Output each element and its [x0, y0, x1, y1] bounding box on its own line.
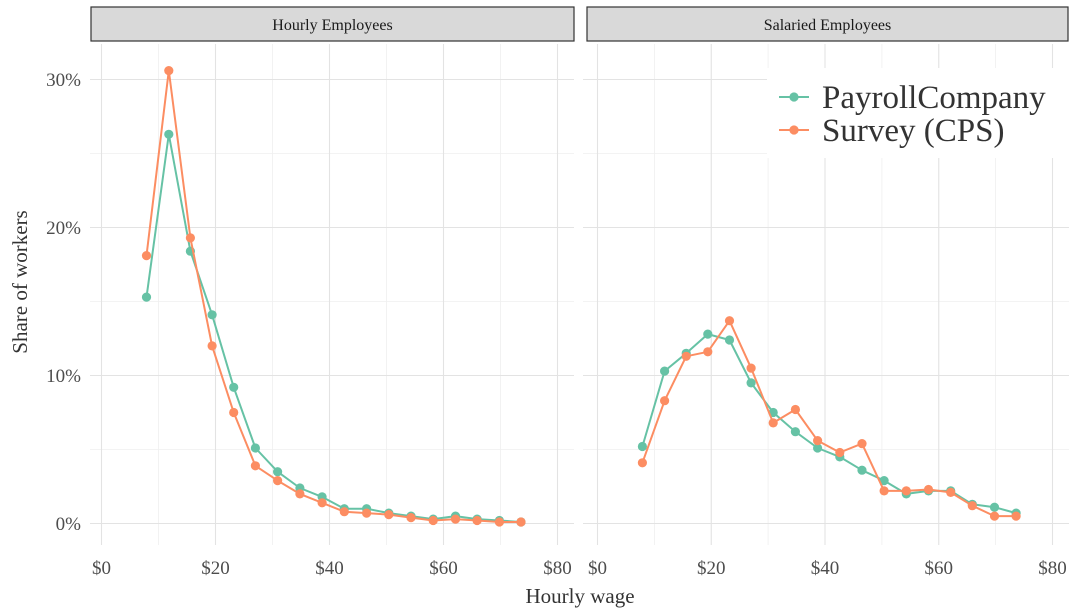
x-tick-label: $80 — [1038, 558, 1067, 579]
data-point — [164, 129, 174, 139]
y-axis-title: Share of workers — [8, 210, 32, 353]
data-point — [141, 251, 152, 261]
legend-label: PayrollCompany — [822, 80, 1046, 116]
data-point — [295, 489, 305, 499]
data-point — [660, 366, 670, 376]
data-point — [724, 316, 735, 326]
data-point — [273, 476, 283, 486]
panel-title: Salaried Employees — [764, 17, 892, 34]
series-line — [145, 133, 522, 523]
data-point — [637, 458, 648, 468]
series-survey-cps — [141, 66, 526, 527]
data-point — [164, 66, 174, 76]
data-point — [250, 443, 260, 453]
x-tick-label: $80 — [543, 558, 572, 579]
data-point — [660, 396, 670, 406]
panel-2: Salaried Employees $0 $20 $40 $60 $80 — [583, 6, 1069, 579]
x-tick-label: $20 — [697, 558, 726, 579]
panel-strip — [90, 6, 575, 42]
data-point — [879, 476, 889, 486]
data-point — [790, 427, 801, 437]
data-point — [406, 513, 416, 523]
series-payrollcompany — [141, 129, 526, 527]
x-tick-label: $60 — [429, 558, 458, 579]
data-point — [185, 233, 195, 243]
data-point — [724, 335, 735, 345]
gridlines — [90, 44, 574, 545]
data-point — [923, 484, 934, 495]
legend-item: Survey (CPS) — [779, 113, 1004, 149]
y-tick-label: 30% — [46, 70, 81, 91]
data-point — [790, 404, 801, 415]
series-line — [641, 333, 1017, 515]
legend-item: PayrollCompany — [779, 80, 1046, 116]
data-point — [250, 461, 260, 471]
data-point — [273, 467, 283, 477]
series-line — [641, 319, 1017, 518]
x-tick-label: $0 — [588, 558, 607, 579]
data-point — [879, 486, 889, 496]
x-tick-label: $40 — [315, 558, 344, 579]
x-tick-label: $20 — [201, 558, 230, 579]
data-point — [229, 382, 239, 392]
data-point — [1011, 511, 1021, 521]
y-tick-label: 0% — [56, 514, 82, 535]
y-axis: 0% 10% 20% 30% — [46, 70, 81, 535]
data-point — [703, 329, 713, 339]
series-survey-cps — [637, 316, 1021, 521]
data-point — [428, 515, 438, 526]
data-point — [472, 515, 482, 526]
data-point — [989, 502, 1000, 512]
legend-background — [767, 68, 1069, 158]
data-point — [141, 292, 152, 302]
x-tick-label: $0 — [92, 558, 111, 579]
y-tick-label: 20% — [46, 218, 81, 239]
data-point — [362, 508, 372, 518]
data-point — [494, 517, 504, 527]
data-point — [746, 363, 756, 373]
data-point — [967, 501, 977, 511]
series-line — [145, 69, 521, 523]
data-point — [813, 436, 823, 446]
legend-label: Survey (CPS) — [822, 113, 1004, 149]
data-point — [857, 465, 867, 475]
data-point — [339, 507, 349, 517]
series-payrollcompany — [637, 329, 1021, 518]
data-point — [681, 351, 691, 361]
data-point — [946, 487, 956, 497]
panel-strip — [586, 6, 1069, 42]
legend-key-point — [789, 92, 799, 102]
x-tick-label: $40 — [811, 558, 840, 579]
panel-1: Hourly Employees $0 $20 $40 $60 $80 — [90, 6, 575, 579]
data-point — [857, 439, 867, 449]
data-point — [384, 509, 394, 520]
legend-key-point — [789, 125, 799, 135]
data-point — [746, 378, 756, 388]
data-point — [317, 498, 327, 508]
data-point — [835, 447, 845, 458]
data-point — [450, 514, 461, 524]
data-point — [989, 511, 1000, 521]
data-point — [703, 347, 713, 357]
data-point — [207, 341, 217, 351]
data-point — [207, 310, 217, 320]
data-point — [768, 418, 778, 428]
data-point — [516, 517, 526, 527]
x-tick-label: $60 — [925, 558, 954, 579]
y-tick-label: 10% — [46, 366, 81, 387]
data-point — [813, 443, 823, 453]
data-point — [229, 407, 239, 418]
data-point — [637, 441, 648, 452]
panel-title: Hourly Employees — [272, 17, 392, 34]
x-axis-title: Hourly wage — [525, 584, 634, 608]
data-point — [901, 486, 911, 496]
